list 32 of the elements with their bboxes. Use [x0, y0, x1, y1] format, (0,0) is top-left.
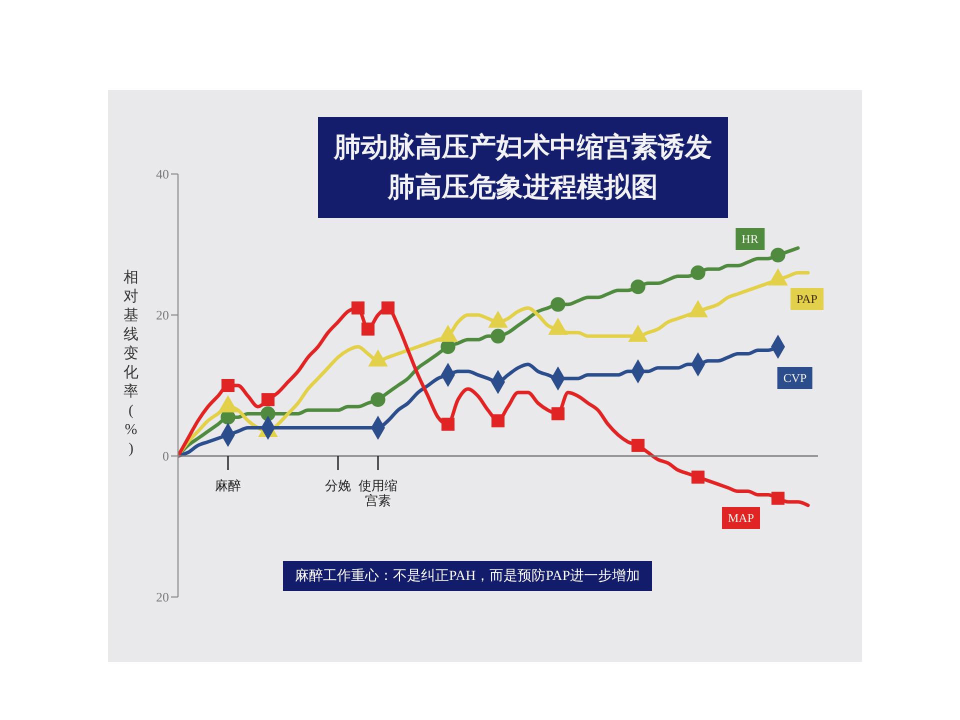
x-tick-label: 分娩	[325, 478, 351, 493]
point	[351, 301, 365, 314]
text: 相对基线变化率(%)	[124, 270, 138, 457]
annotation: 麻醉工作重心：不是纠正PAH，而是预防PAP进一步增加	[283, 561, 652, 591]
point	[631, 438, 645, 452]
series-label: PAP	[790, 288, 824, 310]
y-tick-label: 0	[162, 448, 169, 464]
point	[221, 378, 235, 392]
x-tick-label: 麻醉	[215, 478, 241, 493]
point	[771, 492, 785, 505]
point	[260, 406, 276, 422]
point	[441, 418, 455, 431]
point	[550, 297, 566, 312]
y-tick-label: 40	[156, 166, 169, 182]
point	[261, 393, 275, 406]
point	[630, 279, 646, 294]
point	[490, 328, 506, 344]
point	[770, 248, 786, 262]
y-tick-label: 20	[156, 590, 169, 605]
x-tick-label: 使用缩宫素	[358, 478, 398, 508]
point	[691, 470, 705, 484]
point	[551, 407, 565, 420]
y-tick-label: 20	[156, 308, 169, 323]
chart-title: 肺动脉高压产妇术中缩宫素诱发肺高压危象进程模拟图	[332, 130, 713, 204]
point	[361, 322, 375, 336]
series-label: MAP	[722, 507, 760, 530]
point	[491, 414, 505, 428]
text: CVP	[777, 366, 813, 389]
series-label: HR	[736, 228, 764, 250]
point	[690, 265, 706, 280]
point	[381, 301, 395, 314]
point	[370, 392, 386, 407]
